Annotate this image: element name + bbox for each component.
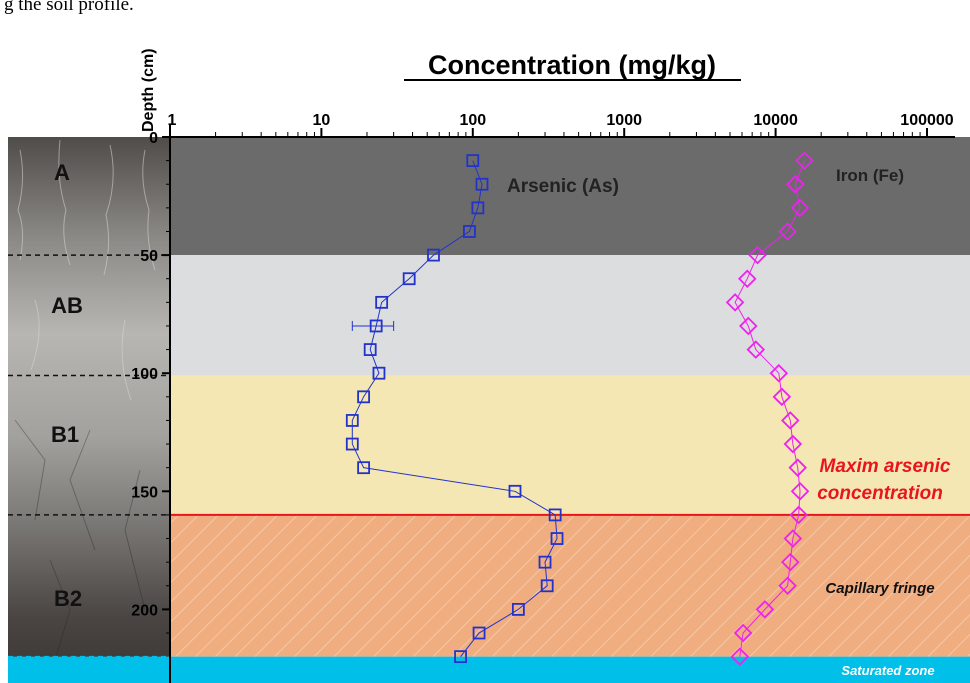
iron-point bbox=[795, 151, 814, 170]
x-tick-label: 100000 bbox=[900, 112, 953, 129]
arsenic-point bbox=[369, 319, 383, 333]
arsenic-point bbox=[548, 508, 562, 522]
annotation-max-arsenic-line1: Maxim arsenic bbox=[820, 456, 951, 477]
annotation-max-arsenic-line2: concentration bbox=[817, 483, 943, 504]
x-tick-label: 100 bbox=[459, 112, 486, 129]
iron-point bbox=[788, 458, 807, 477]
iron-point bbox=[786, 174, 805, 194]
arsenic-point bbox=[538, 555, 552, 569]
arsenic-point bbox=[372, 366, 386, 380]
arsenic-point bbox=[466, 154, 480, 168]
y-tick-label: 0 bbox=[149, 130, 158, 147]
y-tick-label: 150 bbox=[131, 484, 158, 501]
arsenic-point bbox=[508, 484, 522, 498]
x-tick-label: 10 bbox=[313, 112, 331, 129]
iron-point bbox=[790, 482, 810, 501]
arsenic-point bbox=[345, 414, 359, 427]
zone-a bbox=[170, 137, 970, 256]
horizon-label: B2 bbox=[54, 586, 82, 611]
iron-point bbox=[780, 411, 800, 430]
arsenic-point bbox=[475, 177, 489, 191]
horizon-label: A bbox=[54, 160, 70, 185]
iron-point bbox=[783, 434, 803, 454]
iron-point bbox=[748, 245, 767, 265]
arsenic-point bbox=[454, 650, 467, 664]
zone-ab bbox=[170, 255, 970, 376]
y-tick-label: 200 bbox=[131, 602, 158, 619]
iron-point bbox=[778, 222, 797, 241]
arsenic-point bbox=[471, 201, 485, 215]
y-tick-label: 50 bbox=[140, 248, 158, 265]
soil-profile-photo bbox=[8, 137, 170, 683]
x-tick-label: 10000 bbox=[753, 112, 798, 129]
x-tick-label: 1 bbox=[168, 112, 177, 129]
iron-point bbox=[778, 576, 797, 596]
arsenic-point bbox=[363, 343, 377, 356]
horizon-label: AB bbox=[51, 293, 83, 318]
y-tick-label: 100 bbox=[131, 366, 158, 383]
arsenic-point bbox=[402, 272, 416, 286]
arsenic-point bbox=[540, 579, 554, 593]
horizon-label: B1 bbox=[51, 422, 79, 447]
iron-point bbox=[789, 505, 808, 525]
arsenic-point bbox=[550, 532, 564, 545]
series-line-iron bbox=[734, 160, 805, 657]
zone-hatch bbox=[170, 514, 970, 657]
arsenic-point bbox=[427, 248, 440, 262]
annotation-saturated-zone-left: Saturated zone bbox=[35, 667, 136, 683]
arsenic-point bbox=[357, 461, 371, 475]
zone-b1 bbox=[170, 375, 970, 515]
iron-point bbox=[772, 387, 792, 407]
arsenic-point bbox=[511, 603, 525, 616]
iron-point bbox=[780, 552, 800, 572]
arsenic-point bbox=[472, 626, 486, 640]
y-axis-label: Depth (cm) bbox=[140, 48, 157, 132]
iron-point bbox=[738, 269, 757, 288]
arsenic-point bbox=[345, 437, 359, 451]
annotation-saturated-zone-right: Saturated zone bbox=[841, 663, 934, 678]
chart-title: Concentration (mg/kg) bbox=[428, 50, 716, 80]
iron-point bbox=[733, 623, 753, 643]
iron-point bbox=[746, 340, 766, 359]
arsenic-point bbox=[375, 295, 389, 309]
iron-point bbox=[783, 529, 803, 548]
series-label-arsenic: Arsenic (As) bbox=[507, 176, 619, 197]
iron-point bbox=[790, 198, 810, 218]
annotation-capillary-fringe: Capillary fringe bbox=[825, 580, 934, 597]
iron-point bbox=[730, 647, 750, 666]
caption-fragment: g the soil profile. bbox=[4, 0, 134, 15]
zone-saturated-zone bbox=[8, 656, 970, 683]
series-line-arsenic bbox=[351, 160, 558, 657]
series-label-iron: Iron (Fe) bbox=[836, 166, 904, 185]
arsenic-point bbox=[463, 225, 476, 238]
iron-point bbox=[755, 600, 775, 619]
iron-point bbox=[725, 293, 745, 312]
iron-point bbox=[769, 363, 789, 383]
arsenic-point bbox=[357, 390, 371, 404]
iron-point bbox=[739, 316, 758, 336]
x-tick-label: 1000 bbox=[606, 112, 642, 129]
